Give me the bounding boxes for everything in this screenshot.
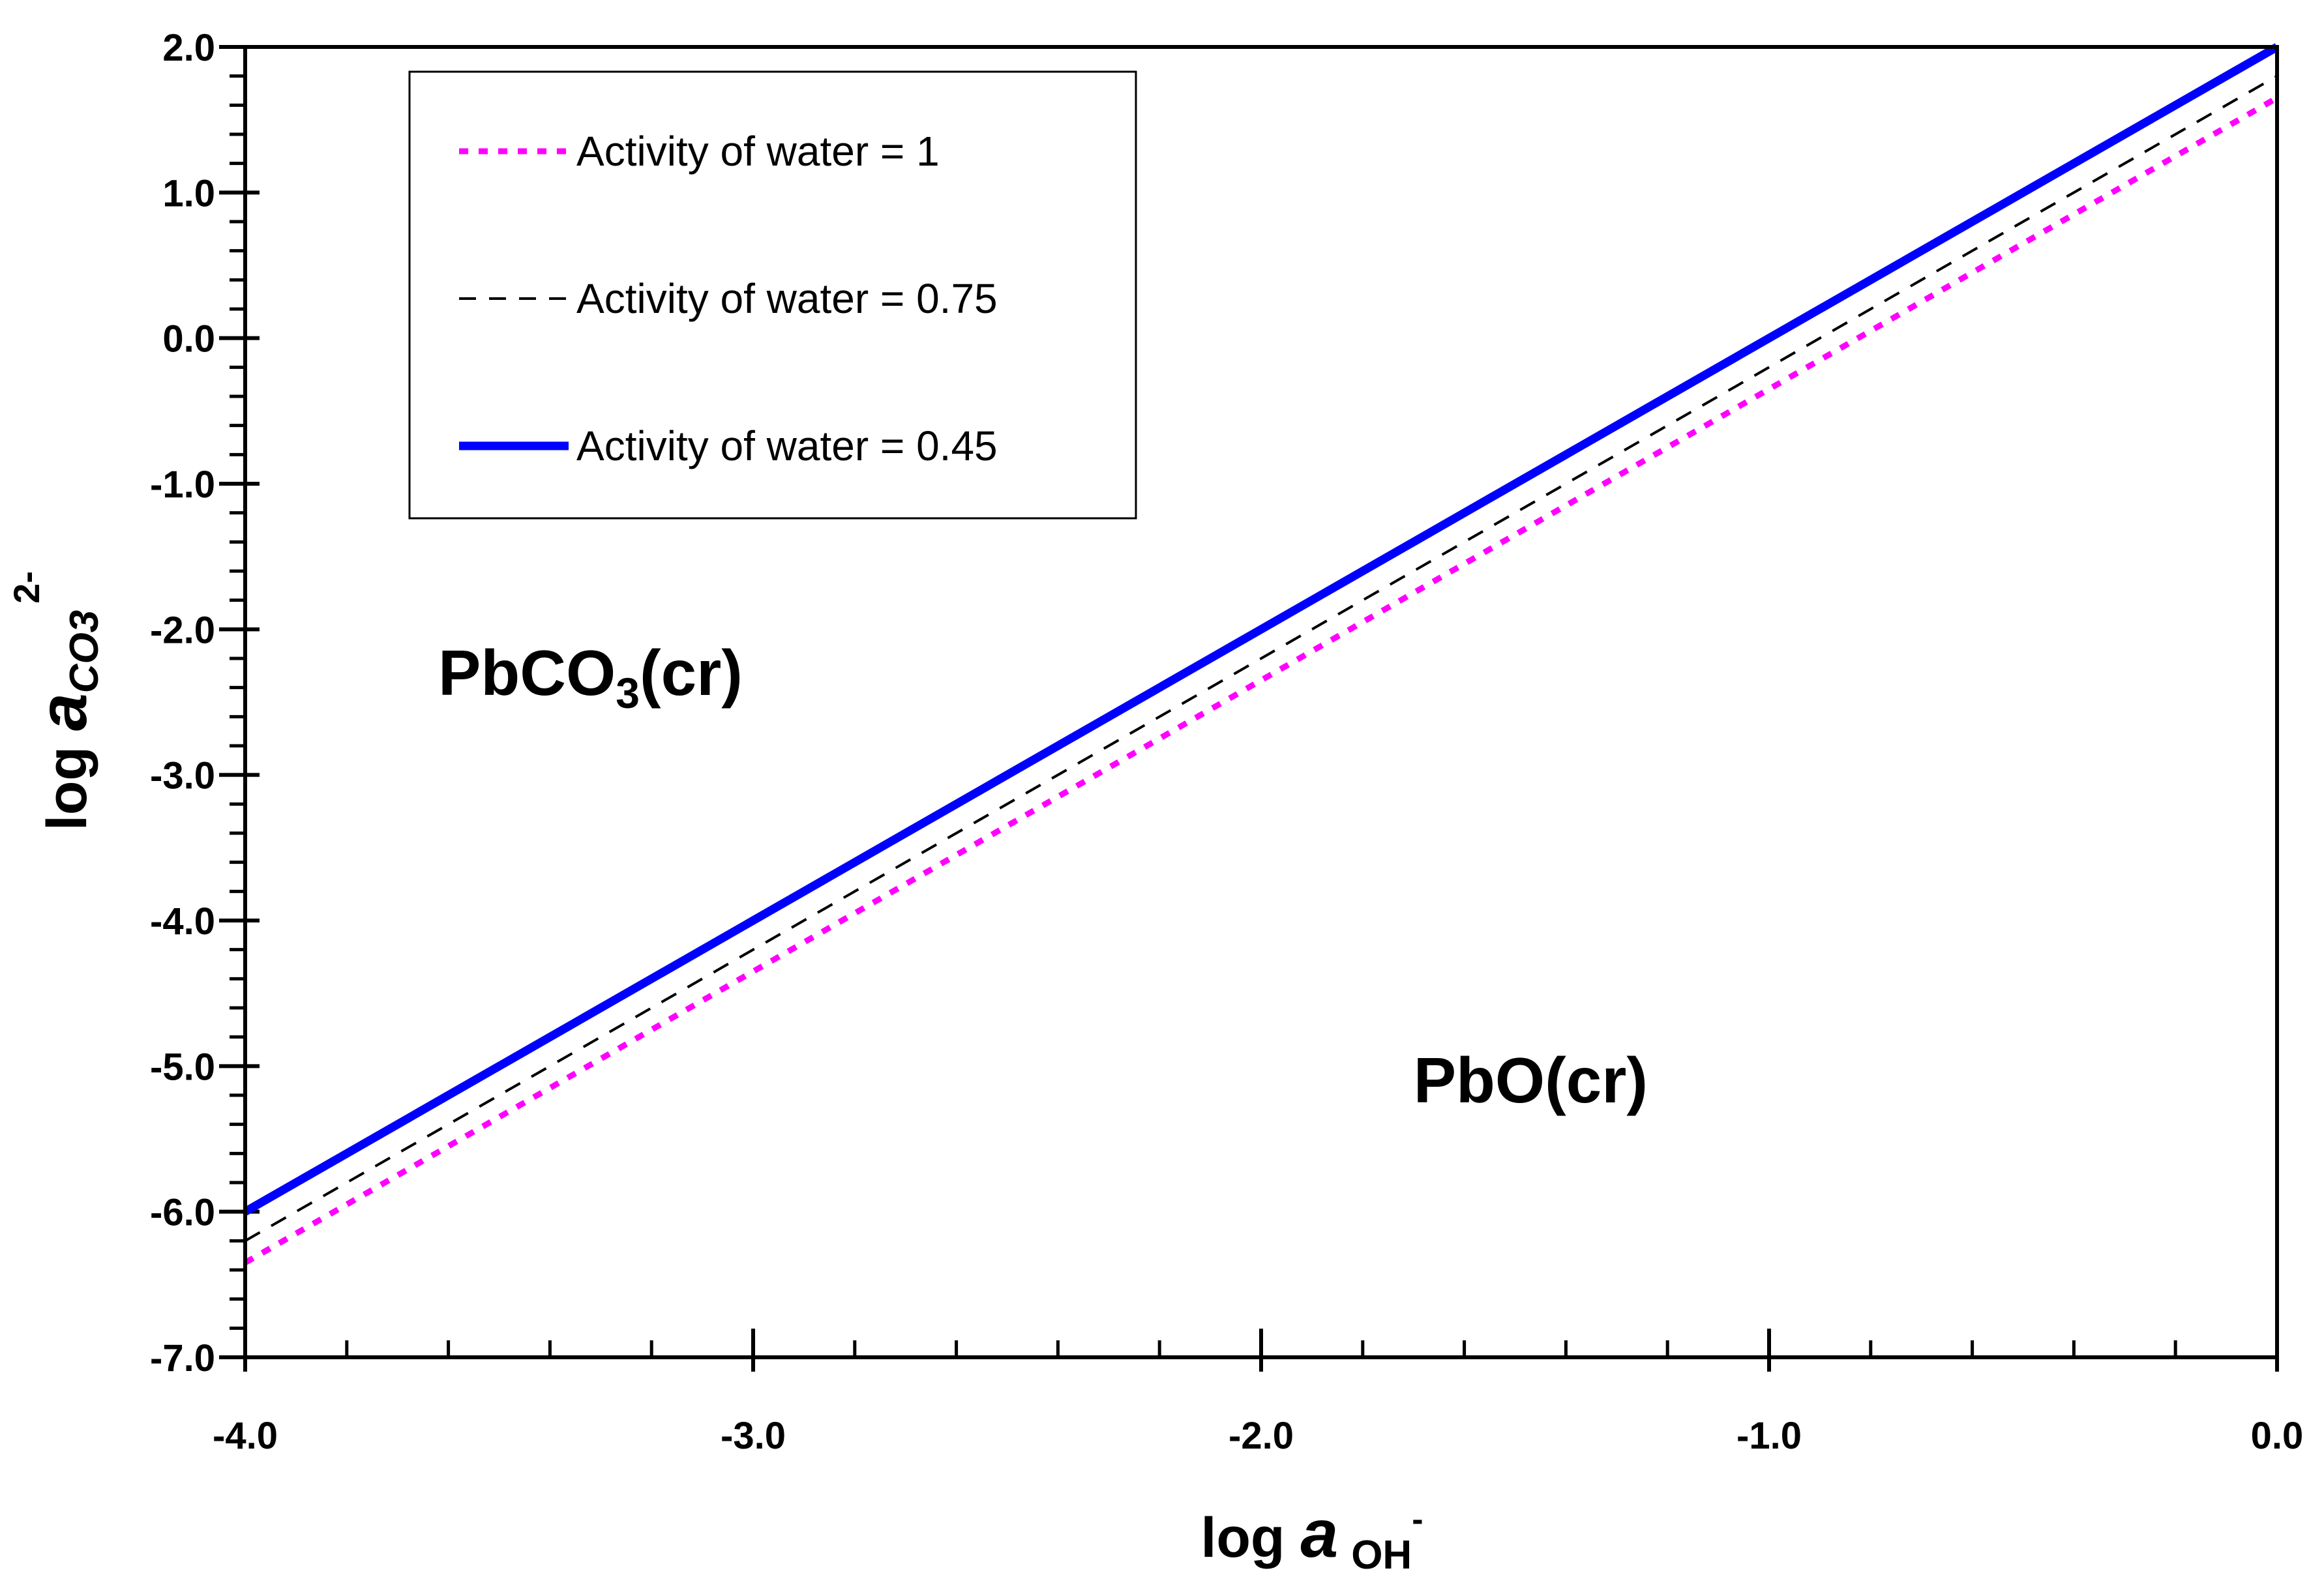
y-axis-title-group: log aCO3 2- bbox=[6, 571, 107, 831]
x-axis-title-superscript: - bbox=[1412, 1501, 1423, 1539]
y-tick-label: 0.0 bbox=[162, 318, 215, 361]
y-tick-label: 2.0 bbox=[162, 27, 215, 69]
annotations: PbCO3(cr) PbO(cr) bbox=[438, 637, 1648, 1116]
legend-label-0: Activity of water = 1 bbox=[576, 128, 940, 175]
series-line-1 bbox=[245, 74, 2278, 1243]
y-tick-label: -3.0 bbox=[150, 755, 215, 797]
major-ticks bbox=[219, 45, 2279, 1372]
y-tick-label: -7.0 bbox=[150, 1337, 215, 1379]
region-label-pbco3-formula: PbCO bbox=[438, 637, 616, 709]
region-label-pbco3-subscript: 3 bbox=[616, 669, 640, 717]
plot-frame bbox=[243, 45, 2279, 1359]
region-label-pbco3: PbCO3(cr) bbox=[438, 637, 743, 717]
y-axis-title: log aCO3 2- bbox=[6, 571, 107, 831]
x-axis-title: log a OH- bbox=[1200, 1496, 1423, 1577]
x-tick-label: -3.0 bbox=[721, 1415, 786, 1457]
y-tick-label: 1.0 bbox=[162, 172, 215, 214]
y-axis-title-prefix: log bbox=[36, 731, 98, 831]
y-tick-label: -6.0 bbox=[150, 1192, 215, 1234]
legend-label-1: Activity of water = 0.75 bbox=[576, 275, 998, 322]
y-tick-label: -5.0 bbox=[150, 1046, 215, 1088]
x-tick-label: -4.0 bbox=[213, 1415, 278, 1457]
tick-labels: -4.0 -3.0 -2.0 -1.0 0.0 2.0 1.0 0.0 -1.0 -2.0 -3.0… bbox=[150, 27, 2303, 1457]
minor-ticks bbox=[230, 74, 2177, 1357]
y-tick-label: -4.0 bbox=[150, 900, 215, 943]
y-axis-title-subscript: CO3 bbox=[62, 610, 107, 693]
region-label-pbo: PbO(cr) bbox=[1414, 1044, 1648, 1116]
x-tick-label: -2.0 bbox=[1229, 1415, 1294, 1457]
y-tick-label: -2.0 bbox=[150, 609, 215, 651]
y-axis-title-symbol: a bbox=[25, 693, 101, 731]
y-tick-label: -1.0 bbox=[150, 464, 215, 506]
region-label-pbo-formula: PbO(cr) bbox=[1414, 1044, 1648, 1116]
legend: Activity of water = 1 Activity of water =… bbox=[408, 70, 1137, 520]
series-line-2 bbox=[243, 43, 2280, 1216]
x-axis-title-prefix: log bbox=[1200, 1507, 1300, 1569]
y-axis-title-superscript: 2- bbox=[6, 571, 47, 604]
legend-label-2: Activity of water = 0.45 bbox=[576, 422, 998, 469]
x-axis-title-subscript: OH bbox=[1351, 1533, 1412, 1577]
x-axis-title-symbol: a bbox=[1300, 1496, 1338, 1572]
x-tick-label: -1.0 bbox=[1736, 1415, 1802, 1457]
legend-entries: Activity of water = 1 Activity of water =… bbox=[459, 128, 998, 469]
series-lines bbox=[243, 43, 2280, 1265]
region-label-pbco3-suffix: (cr) bbox=[640, 637, 743, 709]
x-tick-label: 0.0 bbox=[2251, 1415, 2304, 1457]
